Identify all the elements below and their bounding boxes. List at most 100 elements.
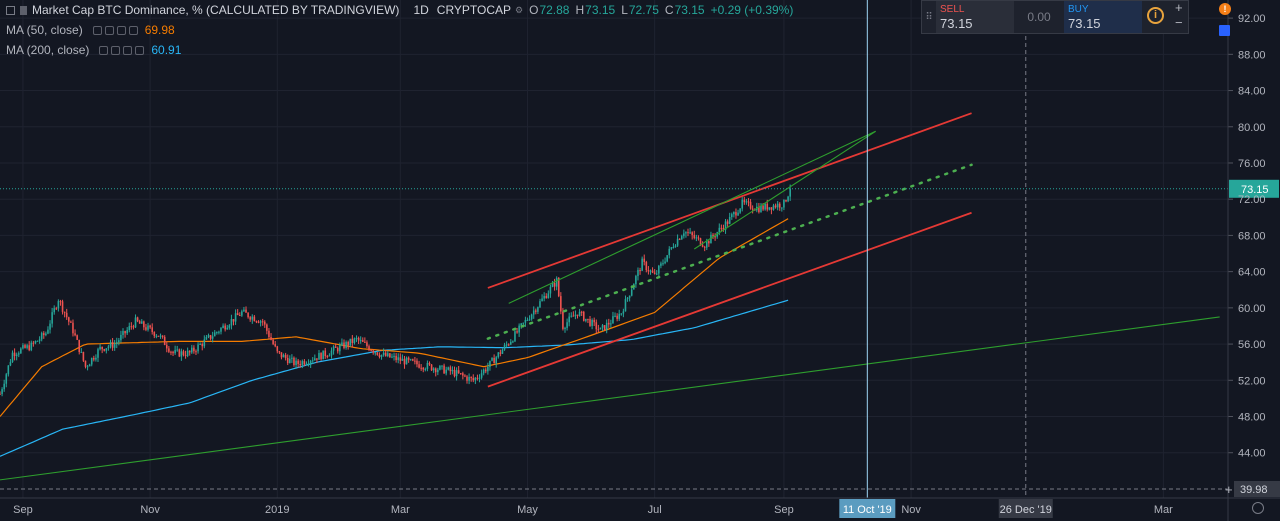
candle-body xyxy=(351,338,354,343)
candle-body xyxy=(55,308,58,310)
candle-body xyxy=(386,353,389,357)
candle-body xyxy=(303,361,306,365)
candle-body xyxy=(382,352,385,355)
candle-body xyxy=(38,339,41,341)
candle-body xyxy=(370,350,372,352)
candle-body xyxy=(714,236,716,238)
candle-body xyxy=(291,357,293,359)
candle-body xyxy=(90,357,93,365)
buy-button[interactable]: BUY 73.15 xyxy=(1064,1,1142,33)
candle-body xyxy=(357,337,360,341)
last-price-label: 73.15 xyxy=(1241,184,1269,196)
collapse-icon[interactable] xyxy=(6,5,15,15)
candle-body xyxy=(9,362,12,366)
candle-body xyxy=(514,331,516,342)
candle-body xyxy=(197,344,199,352)
gear-icon[interactable] xyxy=(1252,502,1264,514)
candle-body xyxy=(524,319,527,323)
candle-body xyxy=(316,358,318,360)
candle-body xyxy=(683,233,685,237)
candle-body xyxy=(366,342,368,347)
candle-body xyxy=(224,325,226,330)
candle-body xyxy=(203,339,206,347)
candle-body xyxy=(355,337,358,339)
symbol-title[interactable]: Market Cap BTC Dominance, % (CALCULATED … xyxy=(32,3,400,17)
settings-icon[interactable] xyxy=(104,25,114,35)
candle-body xyxy=(555,278,558,287)
ma200-label[interactable]: MA (200, close) xyxy=(6,43,90,57)
candle-body xyxy=(545,295,548,299)
candle-body xyxy=(607,322,610,325)
candle-body xyxy=(564,327,566,329)
close-icon[interactable] xyxy=(116,25,126,35)
candle-body xyxy=(497,352,500,358)
eye-icon[interactable] xyxy=(99,45,109,55)
candles xyxy=(0,184,791,397)
x-tick-label: May xyxy=(517,504,538,516)
candle-body xyxy=(80,351,83,353)
candle-body xyxy=(24,345,26,348)
add-icon[interactable]: + xyxy=(1225,482,1233,497)
candle-body xyxy=(783,199,785,208)
candle-body xyxy=(726,221,729,224)
candle-body xyxy=(587,318,589,320)
candle-body xyxy=(378,355,381,357)
candle-body xyxy=(428,362,431,365)
candle-body xyxy=(651,270,654,273)
info-icon[interactable]: i xyxy=(1147,7,1164,24)
sell-button[interactable]: SELL 73.15 xyxy=(936,1,1014,33)
candle-body xyxy=(228,325,231,328)
alert-icon[interactable]: ! xyxy=(1219,3,1231,15)
candle-body xyxy=(624,299,627,312)
more-icon[interactable] xyxy=(135,45,145,55)
candle-body xyxy=(553,283,556,287)
candle-body xyxy=(620,313,623,315)
candle-body xyxy=(395,355,397,361)
candle-body xyxy=(307,363,310,365)
interval-label[interactable]: 1D xyxy=(413,3,429,17)
candle-body xyxy=(97,349,99,358)
candle-body xyxy=(115,342,118,345)
settings-icon[interactable] xyxy=(111,45,121,55)
sell-label: SELL xyxy=(940,4,965,15)
candle-body xyxy=(614,315,616,317)
zoom-out-button[interactable]: − xyxy=(1175,15,1183,30)
zoom-in-button[interactable]: + xyxy=(1175,0,1183,15)
candle-body xyxy=(482,369,485,374)
candle-body xyxy=(255,321,258,323)
candle-body xyxy=(685,232,687,234)
candle-body xyxy=(259,321,262,323)
candle-body xyxy=(322,350,324,360)
candle-body xyxy=(155,335,158,337)
candle-body xyxy=(728,216,731,224)
more-icon[interactable] xyxy=(128,25,138,35)
close-icon[interactable] xyxy=(123,45,133,55)
candle-body xyxy=(391,356,393,358)
candle-body xyxy=(326,356,329,358)
drag-handle-icon[interactable]: ⠿ xyxy=(925,11,933,23)
candle-body xyxy=(324,350,327,357)
candle-body xyxy=(566,322,568,328)
settings-icon[interactable]: ⚙ xyxy=(515,4,524,15)
candle-body xyxy=(243,309,245,312)
candle-body xyxy=(297,360,299,364)
snapshot-icon[interactable] xyxy=(1219,25,1230,36)
ma50-label[interactable]: MA (50, close) xyxy=(6,23,83,37)
candle-body xyxy=(374,352,377,354)
candle-body xyxy=(345,341,347,349)
candle-body xyxy=(147,325,149,330)
candle-body xyxy=(526,319,529,321)
open-key: O xyxy=(529,3,539,17)
candle-body xyxy=(220,327,222,332)
candle-body xyxy=(764,203,766,210)
candle-body xyxy=(735,212,737,216)
candle-body xyxy=(718,227,721,233)
bottom-price-tag xyxy=(1234,481,1280,497)
candle-body xyxy=(781,207,783,209)
eye-icon[interactable] xyxy=(92,25,102,35)
candle-body xyxy=(7,365,10,375)
candle-body xyxy=(82,351,85,361)
candle-body xyxy=(409,359,412,361)
candle-body xyxy=(758,206,760,213)
